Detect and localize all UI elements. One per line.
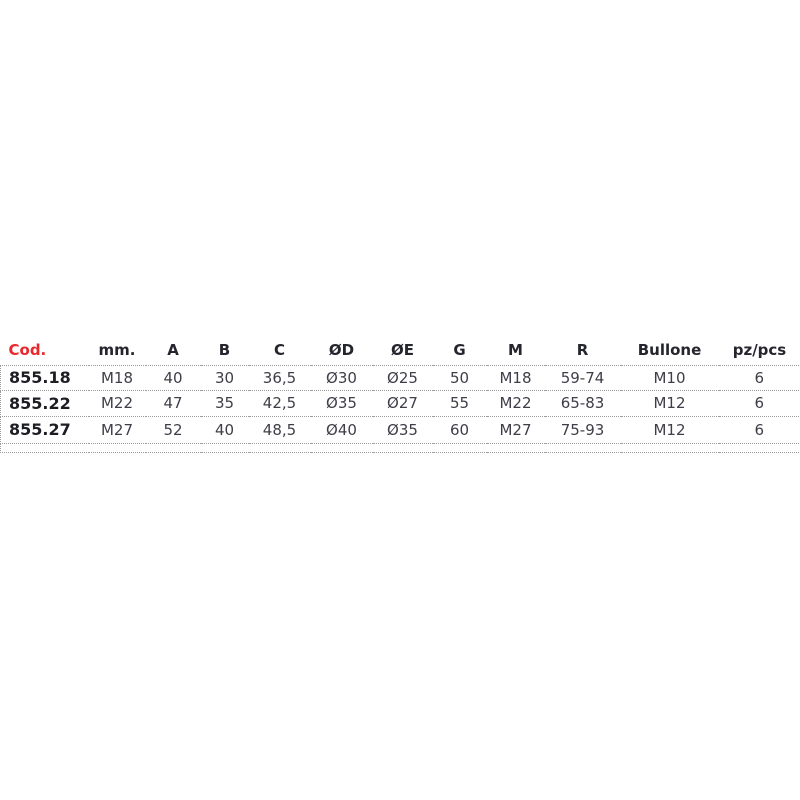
- cell-a: 52: [145, 416, 201, 444]
- spec-table-wrapper: Cod. mm. A B C ØD ØE G M R Bullone pz/pc…: [0, 336, 800, 453]
- col-header-pzpcs: pz/pcs: [718, 336, 800, 366]
- col-header-g: G: [432, 336, 487, 366]
- table-row: 855.18 M18 40 30 36,5 Ø30 Ø25 50 M18 59-…: [0, 365, 800, 391]
- cell-m: M22: [486, 390, 545, 417]
- cell-g: 55: [432, 390, 487, 417]
- cell-cod: 855.18: [0, 365, 89, 391]
- cell-mm: M22: [88, 390, 146, 417]
- col-header-m: M: [486, 336, 545, 366]
- col-header-a: A: [145, 336, 201, 366]
- cell-b: 40: [200, 416, 249, 444]
- table-closing-cell: [0, 443, 800, 453]
- cell-oe: Ø25: [372, 365, 433, 391]
- cell-mm: M18: [88, 365, 146, 391]
- cell-cod: 855.22: [0, 390, 89, 417]
- cell-c: 42,5: [248, 390, 311, 417]
- cell-od: Ø30: [310, 365, 373, 391]
- cell-m: M18: [486, 365, 545, 391]
- cell-pzpcs: 6: [718, 416, 800, 444]
- cell-bullone: M12: [620, 390, 719, 417]
- col-header-r: R: [544, 336, 621, 366]
- table-row: 855.27 M27 52 40 48,5 Ø40 Ø35 60 M27 75-…: [0, 416, 800, 444]
- cell-bullone: M12: [620, 416, 719, 444]
- col-header-b: B: [200, 336, 249, 366]
- cell-r: 59-74: [544, 365, 621, 391]
- col-header-mm: mm.: [88, 336, 146, 366]
- col-header-oe: ØE: [372, 336, 433, 366]
- col-header-od: ØD: [310, 336, 373, 366]
- cell-od: Ø35: [310, 390, 373, 417]
- cell-mm: M27: [88, 416, 146, 444]
- header-row: Cod. mm. A B C ØD ØE G M R Bullone pz/pc…: [0, 336, 800, 366]
- cell-c: 48,5: [248, 416, 311, 444]
- cell-c: 36,5: [248, 365, 311, 391]
- cell-od: Ø40: [310, 416, 373, 444]
- cell-m: M27: [486, 416, 545, 444]
- table-closing-row: [0, 443, 800, 453]
- cell-b: 35: [200, 390, 249, 417]
- cell-r: 65-83: [544, 390, 621, 417]
- spec-table: Cod. mm. A B C ØD ØE G M R Bullone pz/pc…: [0, 336, 800, 453]
- cell-pzpcs: 6: [718, 365, 800, 391]
- cell-pzpcs: 6: [718, 390, 800, 417]
- cell-a: 40: [145, 365, 201, 391]
- cell-cod: 855.27: [0, 416, 89, 444]
- cell-oe: Ø27: [372, 390, 433, 417]
- cell-oe: Ø35: [372, 416, 433, 444]
- cell-b: 30: [200, 365, 249, 391]
- col-header-cod: Cod.: [0, 336, 89, 366]
- cell-a: 47: [145, 390, 201, 417]
- cell-r: 75-93: [544, 416, 621, 444]
- table-row: 855.22 M22 47 35 42,5 Ø35 Ø27 55 M22 65-…: [0, 390, 800, 417]
- cell-bullone: M10: [620, 365, 719, 391]
- col-header-c: C: [248, 336, 311, 366]
- cell-g: 60: [432, 416, 487, 444]
- cell-g: 50: [432, 365, 487, 391]
- col-header-bullone: Bullone: [620, 336, 719, 366]
